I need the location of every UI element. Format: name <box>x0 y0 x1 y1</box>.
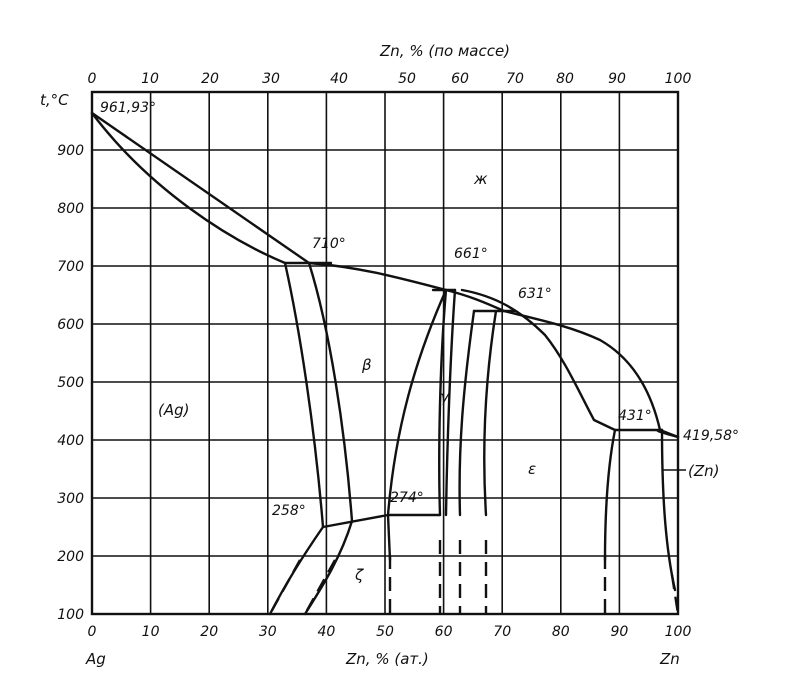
y-tick-label: 300 <box>57 491 84 507</box>
top-tick-label: 70 <box>506 71 524 87</box>
bottom-axis-ticks: 0 10 20 30 40 50 60 70 80 90 100 <box>88 624 692 640</box>
top-tick-label: 30 <box>262 71 280 87</box>
y-tick-label: 800 <box>57 201 84 217</box>
beta-left-boundary <box>307 261 354 523</box>
zn-solvus <box>660 428 677 592</box>
plot-frame <box>90 90 680 616</box>
phase-liquid-label: ж <box>473 170 488 188</box>
y-axis-ticks: 100 200 300 400 500 600 700 800 900 <box>57 143 84 623</box>
bottom-tick-label: 10 <box>142 624 160 640</box>
y-tick-label: 500 <box>57 375 84 391</box>
gamma-left-1 <box>438 288 448 517</box>
liquidus-gamma <box>444 288 506 313</box>
annotation-431: 431° <box>618 408 652 424</box>
bottom-tick-label: 100 <box>665 624 692 640</box>
liquidus-epsilon <box>502 309 680 439</box>
annotation-631: 631° <box>518 286 552 302</box>
epsilon-left <box>483 309 498 517</box>
annotation-zn-melting: 419,58° <box>683 428 739 444</box>
y-tick-label: 100 <box>57 607 84 623</box>
top-tick-label: 20 <box>201 71 219 87</box>
phase-beta-label: β <box>361 356 372 374</box>
zeta-mid-dashed <box>303 559 337 615</box>
phase-zeta-label: ζ <box>354 566 364 584</box>
bottom-tick-label: 30 <box>259 624 277 640</box>
ag-end-label: Ag <box>85 650 106 668</box>
annotation-274: 274° <box>390 490 424 506</box>
annotation-ag-melting: 961,93° <box>100 100 156 116</box>
annotation-258: 258° <box>272 503 306 519</box>
bottom-tick-label: 20 <box>200 624 218 640</box>
zeta-right <box>386 513 392 562</box>
solidus-zn <box>656 428 680 439</box>
bottom-tick-label: 40 <box>317 624 335 640</box>
annotation-661: 661° <box>454 246 488 262</box>
bottom-tick-label: 90 <box>610 624 628 640</box>
top-tick-label: 60 <box>451 71 469 87</box>
top-tick-label: 80 <box>556 71 574 87</box>
top-axis-ticks: 0 10 20 30 40 50 60 70 80 90 100 <box>88 71 692 87</box>
zeta-left-dashed <box>268 559 302 615</box>
phase-epsilon-label: ε <box>528 460 536 478</box>
top-tick-label: 0 <box>88 71 97 87</box>
y-tick-label: 400 <box>57 433 84 449</box>
top-tick-label: 10 <box>141 71 159 87</box>
liquidus-beta <box>307 261 448 292</box>
phase-zn-label: (Zn) <box>688 462 720 480</box>
bottom-tick-label: 70 <box>493 624 511 640</box>
eutectoid-258 <box>321 513 390 529</box>
top-tick-label: 100 <box>665 71 692 87</box>
annotation-710: 710° <box>312 236 346 252</box>
phase-ag-label: (Ag) <box>158 401 190 419</box>
phase-gamma-label: γ <box>440 388 450 406</box>
beta-right-boundary <box>386 288 448 517</box>
zn-dashed <box>670 574 680 615</box>
liquidus-ag-side <box>90 111 311 265</box>
y-tick-label: 600 <box>57 317 84 333</box>
solidus-ag <box>90 111 287 265</box>
gamma-right <box>458 309 476 517</box>
ag-solvus <box>283 261 325 529</box>
epsilon-right <box>603 428 617 562</box>
y-tick-label: 700 <box>57 259 84 275</box>
beta-solidus-to-epsilon <box>460 288 617 432</box>
y-axis-title: t,°C <box>40 91 69 109</box>
top-axis-title: Zn, % (по массе) <box>379 42 510 60</box>
bottom-tick-label: 60 <box>435 624 453 640</box>
grid <box>92 92 678 614</box>
bottom-tick-label: 80 <box>552 624 570 640</box>
bottom-axis-title: Zn, % (ат.) <box>345 650 429 668</box>
bottom-tick-label: 0 <box>88 624 97 640</box>
y-tick-label: 200 <box>57 549 84 565</box>
gamma-left-2 <box>444 288 457 517</box>
top-tick-label: 90 <box>608 71 626 87</box>
zn-end-label: Zn <box>659 650 680 668</box>
top-tick-label: 50 <box>398 71 416 87</box>
y-tick-label: 900 <box>57 143 84 159</box>
bottom-tick-label: 50 <box>376 624 394 640</box>
top-tick-label: 40 <box>330 71 348 87</box>
